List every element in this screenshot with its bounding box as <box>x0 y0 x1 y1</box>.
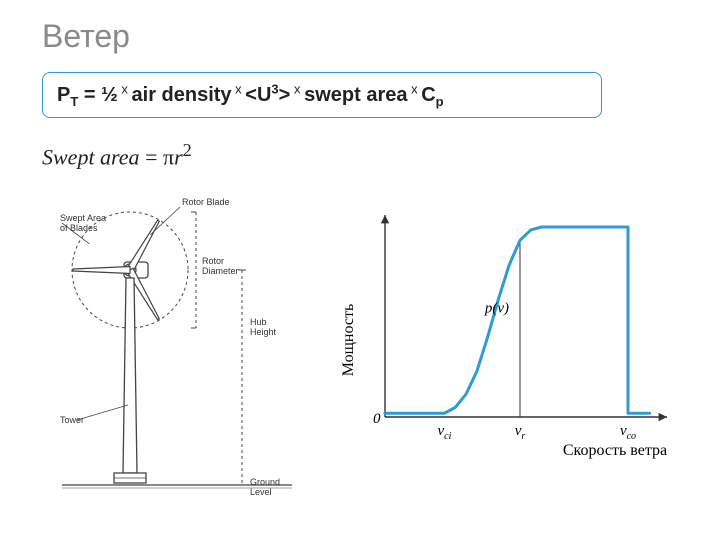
svg-text:vci: vci <box>437 423 451 442</box>
svg-text:Rotor: Rotor <box>202 256 224 266</box>
swept-area-equation: Swept area = πr2 <box>42 140 192 170</box>
svg-text:Swept Area: Swept Area <box>60 213 106 223</box>
svg-text:Hub: Hub <box>250 317 267 327</box>
power-curve-chart: 0 vci vr vco p(v) Скорость ветра Мощность <box>330 215 690 475</box>
svg-text:Ground: Ground <box>250 477 280 487</box>
svg-text:Height: Height <box>250 327 277 337</box>
svg-text:Мощность: Мощность <box>340 304 357 377</box>
svg-text:p(v): p(v) <box>484 301 509 317</box>
power-formula-box: PT = ½ x air density x <U3> x swept area… <box>42 72 602 118</box>
svg-text:0: 0 <box>373 411 381 427</box>
svg-text:Скорость ветра: Скорость ветра <box>563 442 667 459</box>
slide: { "title": { "text": "Ветер", "color": "… <box>0 0 720 540</box>
svg-text:vr: vr <box>515 423 526 442</box>
svg-text:of Blades: of Blades <box>60 223 98 233</box>
formula-text: PT = ½ x air density x <U3> x swept area… <box>57 84 444 106</box>
turbine-diagram: Rotor Blade RotorDiameter Swept Areaof Bla… <box>42 185 302 505</box>
svg-text:Tower: Tower <box>60 415 84 425</box>
svg-text:vco: vco <box>620 423 636 442</box>
svg-text:Diameter: Diameter <box>202 266 239 276</box>
svg-text:Level: Level <box>250 487 272 497</box>
svg-text:Rotor Blade: Rotor Blade <box>182 197 230 207</box>
page-title: Ветер <box>42 18 130 55</box>
